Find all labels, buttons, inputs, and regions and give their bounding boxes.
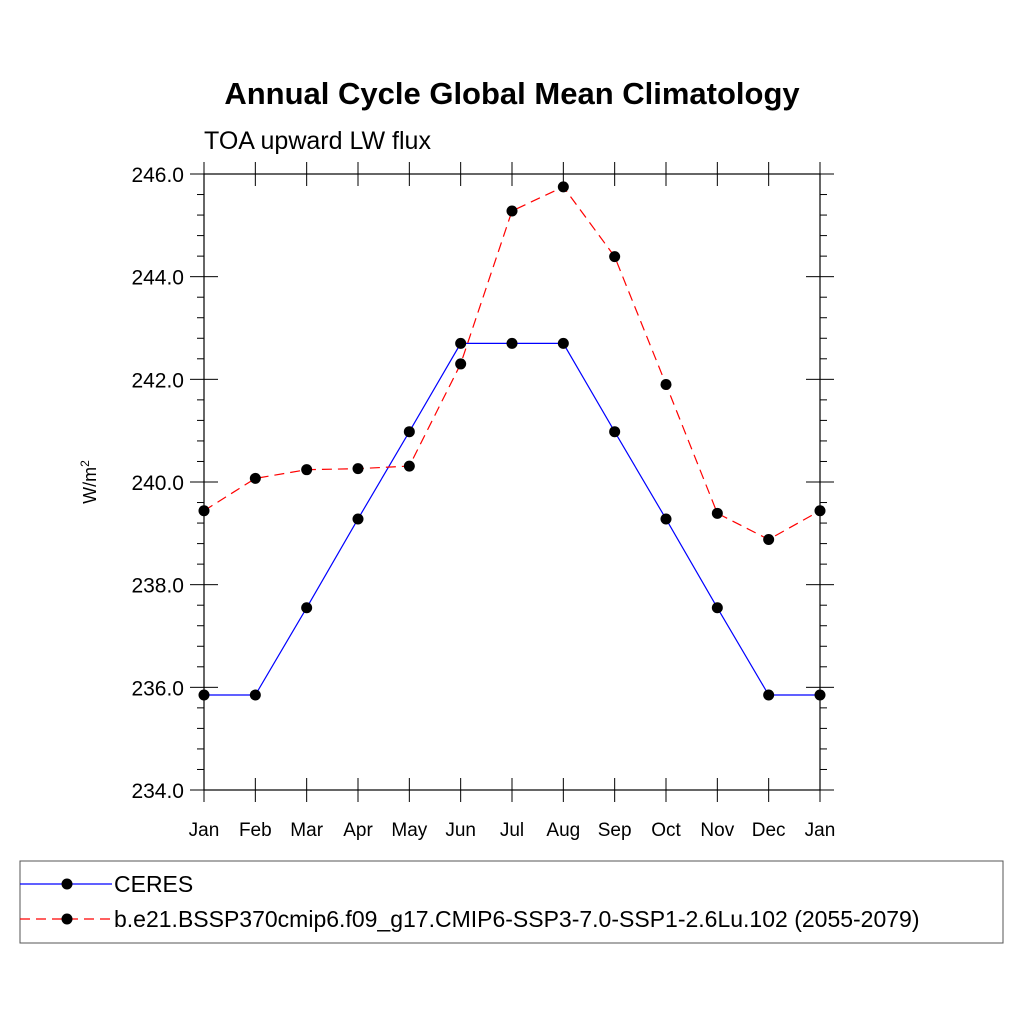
x-tick-label: Jul bbox=[500, 820, 524, 841]
data-point-0 bbox=[660, 513, 672, 525]
data-point-1 bbox=[763, 533, 775, 545]
x-tick-label: Mar bbox=[290, 820, 323, 841]
series-line-0 bbox=[204, 342, 820, 696]
data-point-1 bbox=[301, 464, 313, 476]
data-point-1 bbox=[814, 505, 826, 517]
y-tick-label: 234.0 bbox=[131, 780, 184, 803]
x-tick-label: Feb bbox=[239, 820, 272, 841]
data-point-0 bbox=[506, 337, 518, 349]
legend-marker-1 bbox=[61, 913, 73, 925]
y-axis-label: W/m2 bbox=[78, 460, 100, 504]
series-line-1 bbox=[203, 186, 821, 541]
data-point-0 bbox=[198, 689, 210, 701]
y-tick-label: 242.0 bbox=[131, 369, 184, 392]
data-point-0 bbox=[609, 426, 621, 438]
data-point-1 bbox=[249, 472, 261, 484]
data-point-1 bbox=[506, 205, 518, 217]
plot-frame bbox=[203, 173, 821, 791]
x-tick-label: Sep bbox=[598, 820, 632, 841]
x-tick-label: May bbox=[391, 820, 427, 841]
y-tick-label: 244.0 bbox=[131, 267, 184, 290]
data-point-1 bbox=[609, 251, 621, 263]
data-point-1 bbox=[352, 463, 364, 475]
plot-area bbox=[198, 181, 826, 701]
data-point-1 bbox=[403, 460, 415, 472]
y-tick-label: 238.0 bbox=[131, 575, 184, 598]
legend-label-0: CERES bbox=[114, 871, 193, 897]
data-point-0 bbox=[711, 602, 723, 614]
data-point-1 bbox=[455, 358, 467, 370]
chart-subtitle: TOA upward LW flux bbox=[204, 127, 431, 155]
x-tick-label: Jun bbox=[445, 820, 476, 841]
data-point-0 bbox=[814, 689, 826, 701]
x-tick-label: Dec bbox=[752, 820, 786, 841]
y-tick-label: 236.0 bbox=[131, 677, 184, 700]
data-point-0 bbox=[249, 689, 261, 701]
data-point-0 bbox=[455, 337, 467, 349]
x-tick-label: Nov bbox=[700, 820, 734, 841]
x-tick-label: Jan bbox=[805, 820, 836, 841]
data-point-1 bbox=[198, 505, 210, 517]
data-point-0 bbox=[557, 337, 569, 349]
x-tick-label: Jan bbox=[189, 820, 220, 841]
data-point-0 bbox=[352, 513, 364, 525]
legend-box bbox=[19, 860, 1004, 944]
y-tick-label: 246.0 bbox=[131, 164, 184, 187]
y-axis-label-superscript: 2 bbox=[78, 460, 92, 467]
data-point-0 bbox=[301, 602, 313, 614]
legend: CERES b.e21.BSSP370cmip6.f09_g17.CMIP6-SS… bbox=[19, 860, 1004, 944]
x-tick-label: Apr bbox=[343, 820, 373, 841]
legend-marker-0 bbox=[61, 878, 73, 890]
y-tick-label: 240.0 bbox=[131, 472, 184, 495]
y-axis-label-unit: W/m bbox=[80, 467, 100, 504]
data-point-0 bbox=[763, 689, 775, 701]
chart-title: Annual Cycle Global Mean Climatology bbox=[224, 76, 800, 111]
data-point-0 bbox=[403, 426, 415, 438]
data-point-1 bbox=[557, 181, 569, 193]
legend-label-1: b.e21.BSSP370cmip6.f09_g17.CMIP6-SSP3-7.… bbox=[114, 906, 920, 932]
data-point-1 bbox=[660, 378, 672, 390]
axes: 234.0 236.0 238.0 240.0 242.0 244.0 246.0 Jan Fe… bbox=[131, 162, 835, 841]
x-tick-label: Aug bbox=[546, 820, 580, 841]
data-point-1 bbox=[711, 507, 723, 519]
x-tick-label: Oct bbox=[651, 820, 681, 841]
